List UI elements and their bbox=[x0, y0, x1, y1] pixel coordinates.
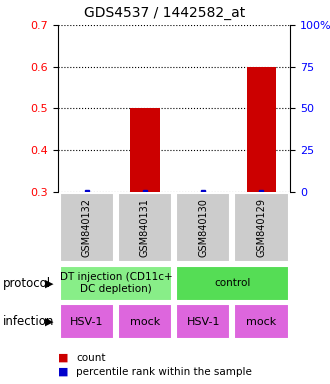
Bar bbox=[118, 304, 172, 339]
Text: GSM840132: GSM840132 bbox=[82, 198, 92, 257]
Bar bbox=[60, 266, 172, 301]
Text: percentile rank within the sample: percentile rank within the sample bbox=[76, 367, 252, 377]
Text: ■: ■ bbox=[58, 353, 68, 363]
Text: protocol: protocol bbox=[3, 277, 51, 290]
Text: infection: infection bbox=[3, 315, 55, 328]
Text: ■: ■ bbox=[58, 367, 68, 377]
Bar bbox=[130, 109, 159, 192]
Text: control: control bbox=[214, 278, 250, 288]
Bar bbox=[176, 193, 230, 262]
Bar bbox=[234, 193, 288, 262]
Text: GSM840131: GSM840131 bbox=[140, 198, 150, 257]
Bar bbox=[118, 193, 172, 262]
Bar bbox=[60, 193, 114, 262]
Text: count: count bbox=[76, 353, 105, 363]
Bar bbox=[176, 304, 230, 339]
Bar bbox=[234, 304, 288, 339]
Text: HSV-1: HSV-1 bbox=[70, 316, 104, 327]
Bar bbox=[247, 67, 276, 192]
Bar bbox=[60, 304, 114, 339]
Text: mock: mock bbox=[130, 316, 160, 327]
Text: DT injection (CD11c+
DC depletion): DT injection (CD11c+ DC depletion) bbox=[60, 272, 172, 294]
Text: ▶: ▶ bbox=[45, 278, 54, 288]
Text: GSM840129: GSM840129 bbox=[256, 198, 266, 257]
Bar bbox=[176, 266, 288, 301]
Text: GDS4537 / 1442582_at: GDS4537 / 1442582_at bbox=[84, 7, 246, 20]
Text: ▶: ▶ bbox=[45, 316, 54, 327]
Text: mock: mock bbox=[246, 316, 277, 327]
Text: HSV-1: HSV-1 bbox=[186, 316, 220, 327]
Text: GSM840130: GSM840130 bbox=[198, 198, 208, 257]
